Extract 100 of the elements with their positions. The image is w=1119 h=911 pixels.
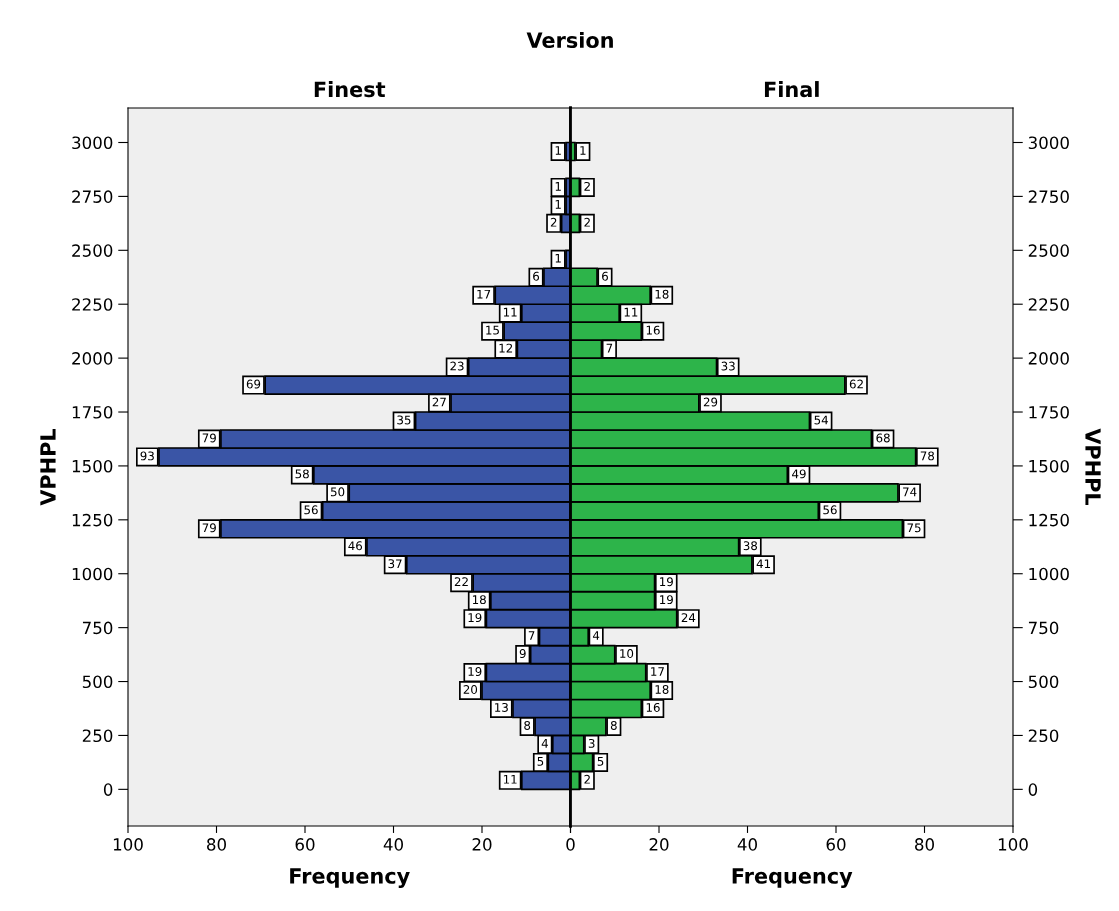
y-tick-label: 0 [1028,783,1038,796]
data-label: 1 [555,253,561,263]
x-tick-label: 20 [649,838,669,851]
data-label: 74 [903,487,917,497]
data-label: 24 [681,613,696,622]
y-tick-label: 2750 [1028,190,1069,203]
data-label: 13 [495,702,508,712]
data-label: 38 [743,541,758,551]
data-label: 19 [660,595,673,605]
y-tick-label: 500 [82,675,113,689]
data-label: 35 [397,415,411,425]
data-label: 69 [246,379,261,389]
chart-title: Final [764,81,819,98]
data-label: 46 [348,541,363,551]
data-label: 11 [624,307,638,317]
data-label: 20 [463,685,478,694]
data-label: 1 [555,146,561,155]
data-label: 18 [655,289,669,299]
data-label: 4 [541,739,548,748]
data-label: 3 [588,738,595,748]
data-label: 7 [606,343,613,353]
data-label: 93 [140,451,154,461]
x-tick-label: 40 [737,838,757,851]
data-label: 11 [503,307,517,317]
y-tick-label: 3000 [1028,136,1069,150]
data-label: 11 [503,775,517,784]
y-tick-label: 1500 [72,459,113,473]
y-tick-label: 750 [1028,621,1059,635]
data-label: 23 [450,361,464,371]
x-axis-title: Frequency [290,868,410,888]
x-tick-label: 0 [566,838,575,851]
data-label: 17 [477,289,491,299]
data-label: 18 [472,595,486,605]
data-label: 10 [620,649,634,659]
data-label: 37 [388,559,402,569]
y-tick-label: 2250 [1028,298,1069,311]
x-tick-label: 60 [295,838,315,851]
x-tick-label: 20 [472,838,492,851]
x-tick-label: 100 [113,838,143,851]
x-tick-label: 40 [383,838,403,851]
x-axis-title: Frequency [732,868,853,888]
y-tick-label: 3000 [72,136,113,150]
y-tick-label: 250 [82,729,113,743]
data-label: 56 [304,505,318,515]
data-label: 1 [555,182,561,191]
y-tick-label: 2750 [72,190,113,203]
data-label: 19 [660,577,673,587]
data-label: 8 [524,720,531,730]
x-tick-label: 80 [915,838,934,851]
data-label: 2 [584,217,590,227]
y-tick-label: 750 [82,621,113,635]
data-label: 68 [876,433,890,443]
y-tick-label: 1250 [1029,513,1069,527]
y-tick-label: 2250 [72,298,113,311]
x-tick-label: 100 [998,838,1028,851]
data-label: 1 [580,146,586,155]
y-tick-label: 1000 [1029,567,1069,581]
data-label: 79 [202,523,216,533]
data-label: 7 [528,631,535,640]
y-tick-label: 1000 [72,567,113,581]
y-tick-label: 500 [1028,675,1059,689]
data-label: 12 [499,343,513,353]
y-tick-label: 1750 [1029,405,1069,419]
data-label: 16 [646,325,660,335]
data-label: 41 [756,559,771,569]
data-label: 22 [454,577,468,586]
y-tick-label: 2500 [72,244,113,257]
x-tick-label: 80 [207,838,226,851]
data-label: 79 [202,433,216,443]
data-label: 16 [646,702,660,712]
data-label: 2 [550,217,557,227]
data-label: 1 [555,200,561,209]
data-label: 54 [814,415,828,425]
data-label: 2 [584,774,590,784]
data-label: 5 [537,757,544,766]
y-tick-label: 0 [103,783,113,796]
y-axis-title: VPHPL [40,428,56,506]
data-label: 50 [330,487,345,497]
x-tick-label: 60 [826,838,846,851]
data-label: 27 [432,397,446,407]
y-axis-title: VPHPL [1085,428,1101,506]
y-tick-label: 2500 [1028,244,1069,257]
data-label: 8 [610,720,617,730]
data-label: 18 [655,685,669,694]
data-label: 75 [907,523,921,533]
data-label: 58 [295,469,309,479]
data-label: 19 [468,667,482,676]
y-tick-label: 1250 [72,513,113,527]
data-label: 19 [468,613,482,623]
data-label: 15 [486,325,499,335]
data-label: 2 [584,181,590,191]
data-label: 6 [602,271,608,281]
y-tick-label: 250 [1028,729,1059,743]
data-label: 9 [519,649,526,659]
chart-title: Finest [314,81,386,98]
y-tick-label: 1500 [1029,459,1069,473]
data-label: 29 [703,397,718,407]
data-label: 33 [721,361,735,371]
data-label: 56 [823,505,837,515]
data-label: 17 [651,667,664,676]
